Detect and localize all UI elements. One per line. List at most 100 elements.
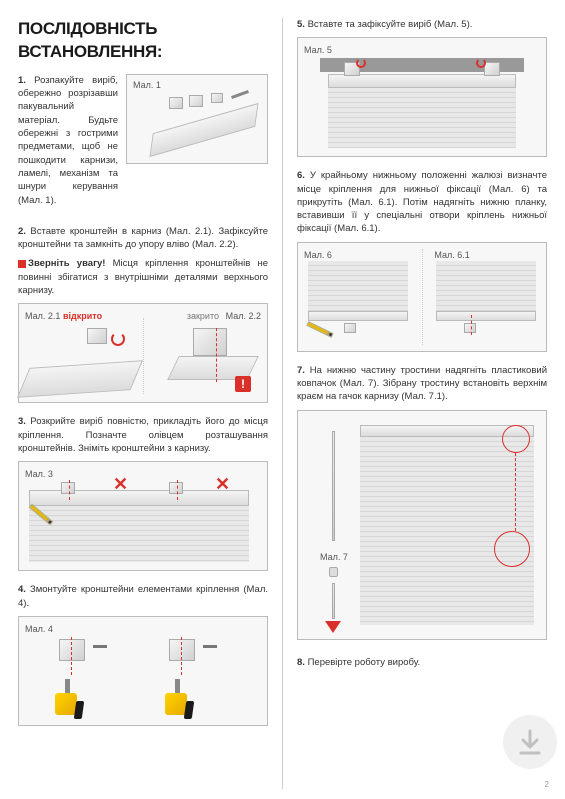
left-column: ПОСЛІДОВНІСТЬ ВСТАНОВЛЕННЯ: 1. Розпакуйт… [18,18,268,789]
step-2-text: 2. Вставте кронштейн в карниз (Мал. 2.1)… [18,225,268,252]
wand-tip-icon [325,621,341,633]
step-4-text: 4. Змонтуйте кронштейни елементами кріпл… [18,583,268,610]
part-3 [211,93,223,103]
step-3-body: Розкрийте виріб повністю, прикладіть йог… [18,416,268,454]
warning-label: Зверніть увагу! [28,258,105,269]
blinds-61 [436,261,536,311]
figure-1: Мал. 1 [126,74,268,164]
step-5-num: 5. [297,19,305,30]
bracket-4a [59,639,85,661]
figure-4-label: Мал. 4 [25,623,53,635]
step-8-body: Перевірте роботу виробу. [305,657,420,668]
closed-label: закрито [187,310,219,322]
figure-3-label: Мал. 3 [25,468,53,480]
step-6-body: У крайньому нижньому положенні жалюзі ви… [297,170,547,234]
figure-5-label: Мал. 5 [304,44,332,56]
part-1 [169,97,183,109]
step-1-num: 1. [18,75,26,86]
step-1-body: Розпакуйте виріб, обережно розрізавши па… [18,75,118,206]
bottomrail-61 [436,311,536,321]
figure-2: Мал. 2.1 відкрито Мал. 2.2 закрито ! [18,303,268,403]
cross-icon-1: ✕ [113,472,128,496]
watermark-icon [503,715,557,769]
headrail-package [149,103,258,157]
step-7-text: 7. На нижню частину тростини надягніть п… [297,364,547,404]
detail-circle-top-icon [502,425,530,453]
mark-line-2 [177,480,178,500]
figure-6: Мал. 6 Мал. 6.1 [297,242,547,352]
page-root: ПОСЛІДОВНІСТЬ ВСТАНОВЛЕННЯ: 1. Розпакуйт… [0,0,565,799]
drill-icon-2 [159,679,197,723]
part-2 [189,95,203,107]
step-7-body: На нижню частину тростини надягніть плас… [297,365,547,403]
warning-icon [18,260,26,268]
bracket-open [87,328,107,344]
wand-bottom [332,583,335,619]
figure-6-label: Мал. 6 [304,249,332,261]
screw-4b [203,645,217,648]
step-1-text: 1. Розпакуйте виріб, обережно розрізавши… [18,74,118,207]
rail-left [17,361,143,399]
figure-7-label: Мал. 7 [320,551,348,563]
drill-line-2 [181,637,182,675]
open-label: відкрито [63,310,102,322]
step-6-num: 6. [297,170,305,181]
step-5-text: 5. Вставте та зафіксуйте виріб (Мал. 5). [297,18,547,31]
step-8-text: 8. Перевірте роботу виробу. [297,656,547,669]
figure-1-label: Мал. 1 [133,79,161,91]
step-1-row: 1. Розпакуйте виріб, обережно розрізавши… [18,74,268,213]
step-6-text: 6. У крайньому нижньому положенні жалюзі… [297,169,547,235]
detail-circle-bottom-icon [494,531,530,567]
alert-icon: ! [235,376,251,392]
pencil-6-icon [306,321,333,338]
bottom-bracket-61 [464,323,476,333]
step-8-num: 8. [297,657,305,668]
figure-7: Мал. 7 Мал. 7.1 [297,410,547,640]
bracket-5b [484,62,500,76]
step-4-num: 4. [18,584,26,595]
figure-21-label: Мал. 2.1 [25,310,60,322]
step-3-text: 3. Розкрийте виріб повністю, прикладіть … [18,415,268,455]
step-3-num: 3. [18,416,26,427]
step-7-num: 7. [297,365,305,376]
bracket-4b [169,639,195,661]
step-2-warning: Зверніть увагу! Місця кріплення кронштей… [18,257,268,297]
page-title: ПОСЛІДОВНІСТЬ ВСТАНОВЛЕННЯ: [18,18,268,64]
bracket-3b [169,482,183,494]
drill-icon-1 [49,679,87,723]
figure-22-label: Мал. 2.2 [226,310,261,322]
figure-4: Мал. 4 [18,616,268,726]
wand-top [332,431,335,541]
fig2-divider [143,318,144,394]
blinds-5 [328,88,516,148]
bottom-bracket-6 [344,323,356,333]
rotate-arrow-icon [111,332,125,346]
detail-connector [515,453,516,531]
column-divider [282,18,283,789]
wand-cap [329,567,338,577]
fig6-divider [422,249,423,345]
blinds-6 [308,261,408,311]
mark-line-1 [69,480,70,500]
page-number: 2 [545,780,549,791]
cross-icon-2: ✕ [215,472,230,496]
screw-1 [231,90,249,99]
figure-3: Мал. 3 ✕ ✕ [18,461,268,571]
bracket-closed [193,328,227,356]
figure-5: Мал. 5 [297,37,547,157]
step-5-body: Вставте та зафіксуйте виріб (Мал. 5). [305,19,472,30]
right-column: 5. Вставте та зафіксуйте виріб (Мал. 5).… [297,18,547,789]
figure-61-label: Мал. 6.1 [434,249,469,261]
headrail-5 [328,74,516,88]
step-2-body-a: Вставте кронштейн в карниз (Мал. 2.1). З… [18,226,268,250]
blinds-3 [29,506,249,562]
screw-4a [93,645,107,648]
drill-line-1 [71,637,72,675]
fix-line-61 [471,315,472,335]
bottomrail-6 [308,311,408,321]
bracket-3a [61,482,75,494]
figure-1-wrap: Мал. 1 [126,74,268,213]
step-4-body: Змонтуйте кронштейни елементами кріпленн… [18,584,268,608]
step-2-num: 2. [18,226,26,237]
align-line [216,328,217,382]
